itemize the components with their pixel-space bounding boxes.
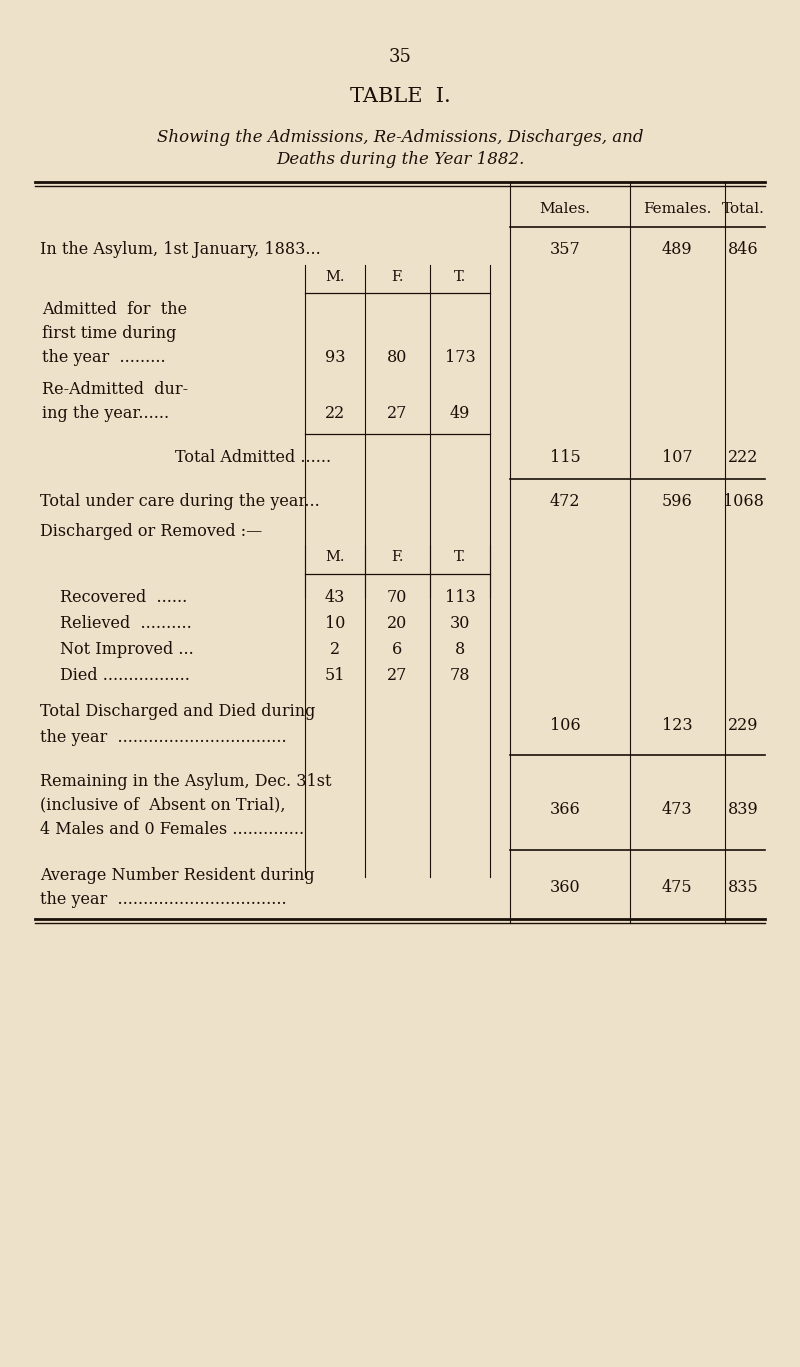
Text: 93: 93 bbox=[325, 350, 346, 366]
Text: Showing the Admissions, Re-Admissions, Discharges, and: Showing the Admissions, Re-Admissions, D… bbox=[157, 128, 643, 145]
Text: 49: 49 bbox=[450, 405, 470, 421]
Text: 51: 51 bbox=[325, 667, 346, 684]
Text: 22: 22 bbox=[325, 405, 345, 421]
Text: 2: 2 bbox=[330, 641, 340, 658]
Text: 473: 473 bbox=[662, 801, 692, 819]
Text: F.: F. bbox=[390, 271, 403, 284]
Text: M.: M. bbox=[326, 271, 345, 284]
Text: the year  .........: the year ......... bbox=[42, 350, 166, 366]
Text: T.: T. bbox=[454, 271, 466, 284]
Text: Females.: Females. bbox=[643, 202, 711, 216]
Text: Males.: Males. bbox=[539, 202, 590, 216]
Text: F.: F. bbox=[390, 550, 403, 565]
Text: Remaining in the Asylum, Dec. 31st: Remaining in the Asylum, Dec. 31st bbox=[40, 772, 331, 790]
Text: Total.: Total. bbox=[722, 202, 765, 216]
Text: ing the year......: ing the year...... bbox=[42, 405, 169, 421]
Text: Deaths during the Year 1882.: Deaths during the Year 1882. bbox=[276, 150, 524, 168]
Text: 107: 107 bbox=[662, 448, 692, 466]
Text: 123: 123 bbox=[662, 716, 692, 734]
Text: Total Discharged and Died during: Total Discharged and Died during bbox=[40, 704, 315, 720]
Text: 8: 8 bbox=[455, 641, 465, 658]
Text: the year  .................................: the year ...............................… bbox=[40, 890, 286, 908]
Text: 222: 222 bbox=[728, 448, 758, 466]
Text: the year  .................................: the year ...............................… bbox=[40, 729, 286, 745]
Text: (inclusive of  Absent on Trial),: (inclusive of Absent on Trial), bbox=[40, 797, 286, 813]
Text: 4 Males and 0 Females ..............: 4 Males and 0 Females .............. bbox=[40, 820, 304, 838]
Text: 229: 229 bbox=[728, 716, 758, 734]
Text: 6: 6 bbox=[392, 641, 402, 658]
Text: M.: M. bbox=[326, 550, 345, 565]
Text: 30: 30 bbox=[450, 615, 470, 632]
Text: 10: 10 bbox=[325, 615, 345, 632]
Text: 106: 106 bbox=[550, 716, 580, 734]
Text: 35: 35 bbox=[389, 48, 411, 66]
Text: 115: 115 bbox=[550, 448, 580, 466]
Text: 113: 113 bbox=[445, 589, 475, 606]
Text: 1068: 1068 bbox=[722, 493, 763, 510]
Text: 20: 20 bbox=[387, 615, 407, 632]
Text: 70: 70 bbox=[387, 589, 407, 606]
Text: T.: T. bbox=[454, 550, 466, 565]
Text: Total under care during the year...: Total under care during the year... bbox=[40, 493, 320, 510]
Text: Recovered  ......: Recovered ...... bbox=[60, 589, 187, 606]
Text: 472: 472 bbox=[550, 493, 580, 510]
Text: first time during: first time during bbox=[42, 325, 176, 343]
Text: 366: 366 bbox=[550, 801, 580, 819]
Text: Died .................: Died ................. bbox=[60, 667, 190, 684]
Text: 475: 475 bbox=[662, 879, 692, 895]
Text: In the Asylum, 1st January, 1883...: In the Asylum, 1st January, 1883... bbox=[40, 241, 321, 257]
Text: 27: 27 bbox=[387, 405, 407, 421]
Text: Relieved  ..........: Relieved .......... bbox=[60, 615, 192, 632]
Text: 357: 357 bbox=[550, 241, 580, 257]
Text: 835: 835 bbox=[728, 879, 758, 895]
Text: Admitted  for  the: Admitted for the bbox=[42, 302, 187, 319]
Text: Discharged or Removed :—: Discharged or Removed :— bbox=[40, 524, 262, 540]
Text: 489: 489 bbox=[662, 241, 692, 257]
Text: 43: 43 bbox=[325, 589, 345, 606]
Text: Average Number Resident during: Average Number Resident during bbox=[40, 867, 314, 883]
Text: 78: 78 bbox=[450, 667, 470, 684]
Text: 360: 360 bbox=[550, 879, 580, 895]
Text: 596: 596 bbox=[662, 493, 692, 510]
Text: 27: 27 bbox=[387, 667, 407, 684]
Text: 839: 839 bbox=[728, 801, 758, 819]
Text: Re-Admitted  dur-: Re-Admitted dur- bbox=[42, 380, 188, 398]
Text: Total Admitted ......: Total Admitted ...... bbox=[175, 448, 331, 466]
Text: TABLE  I.: TABLE I. bbox=[350, 87, 450, 107]
Text: 80: 80 bbox=[387, 350, 407, 366]
Text: 173: 173 bbox=[445, 350, 475, 366]
Text: 846: 846 bbox=[728, 241, 758, 257]
Text: Not Improved ...: Not Improved ... bbox=[60, 641, 194, 658]
